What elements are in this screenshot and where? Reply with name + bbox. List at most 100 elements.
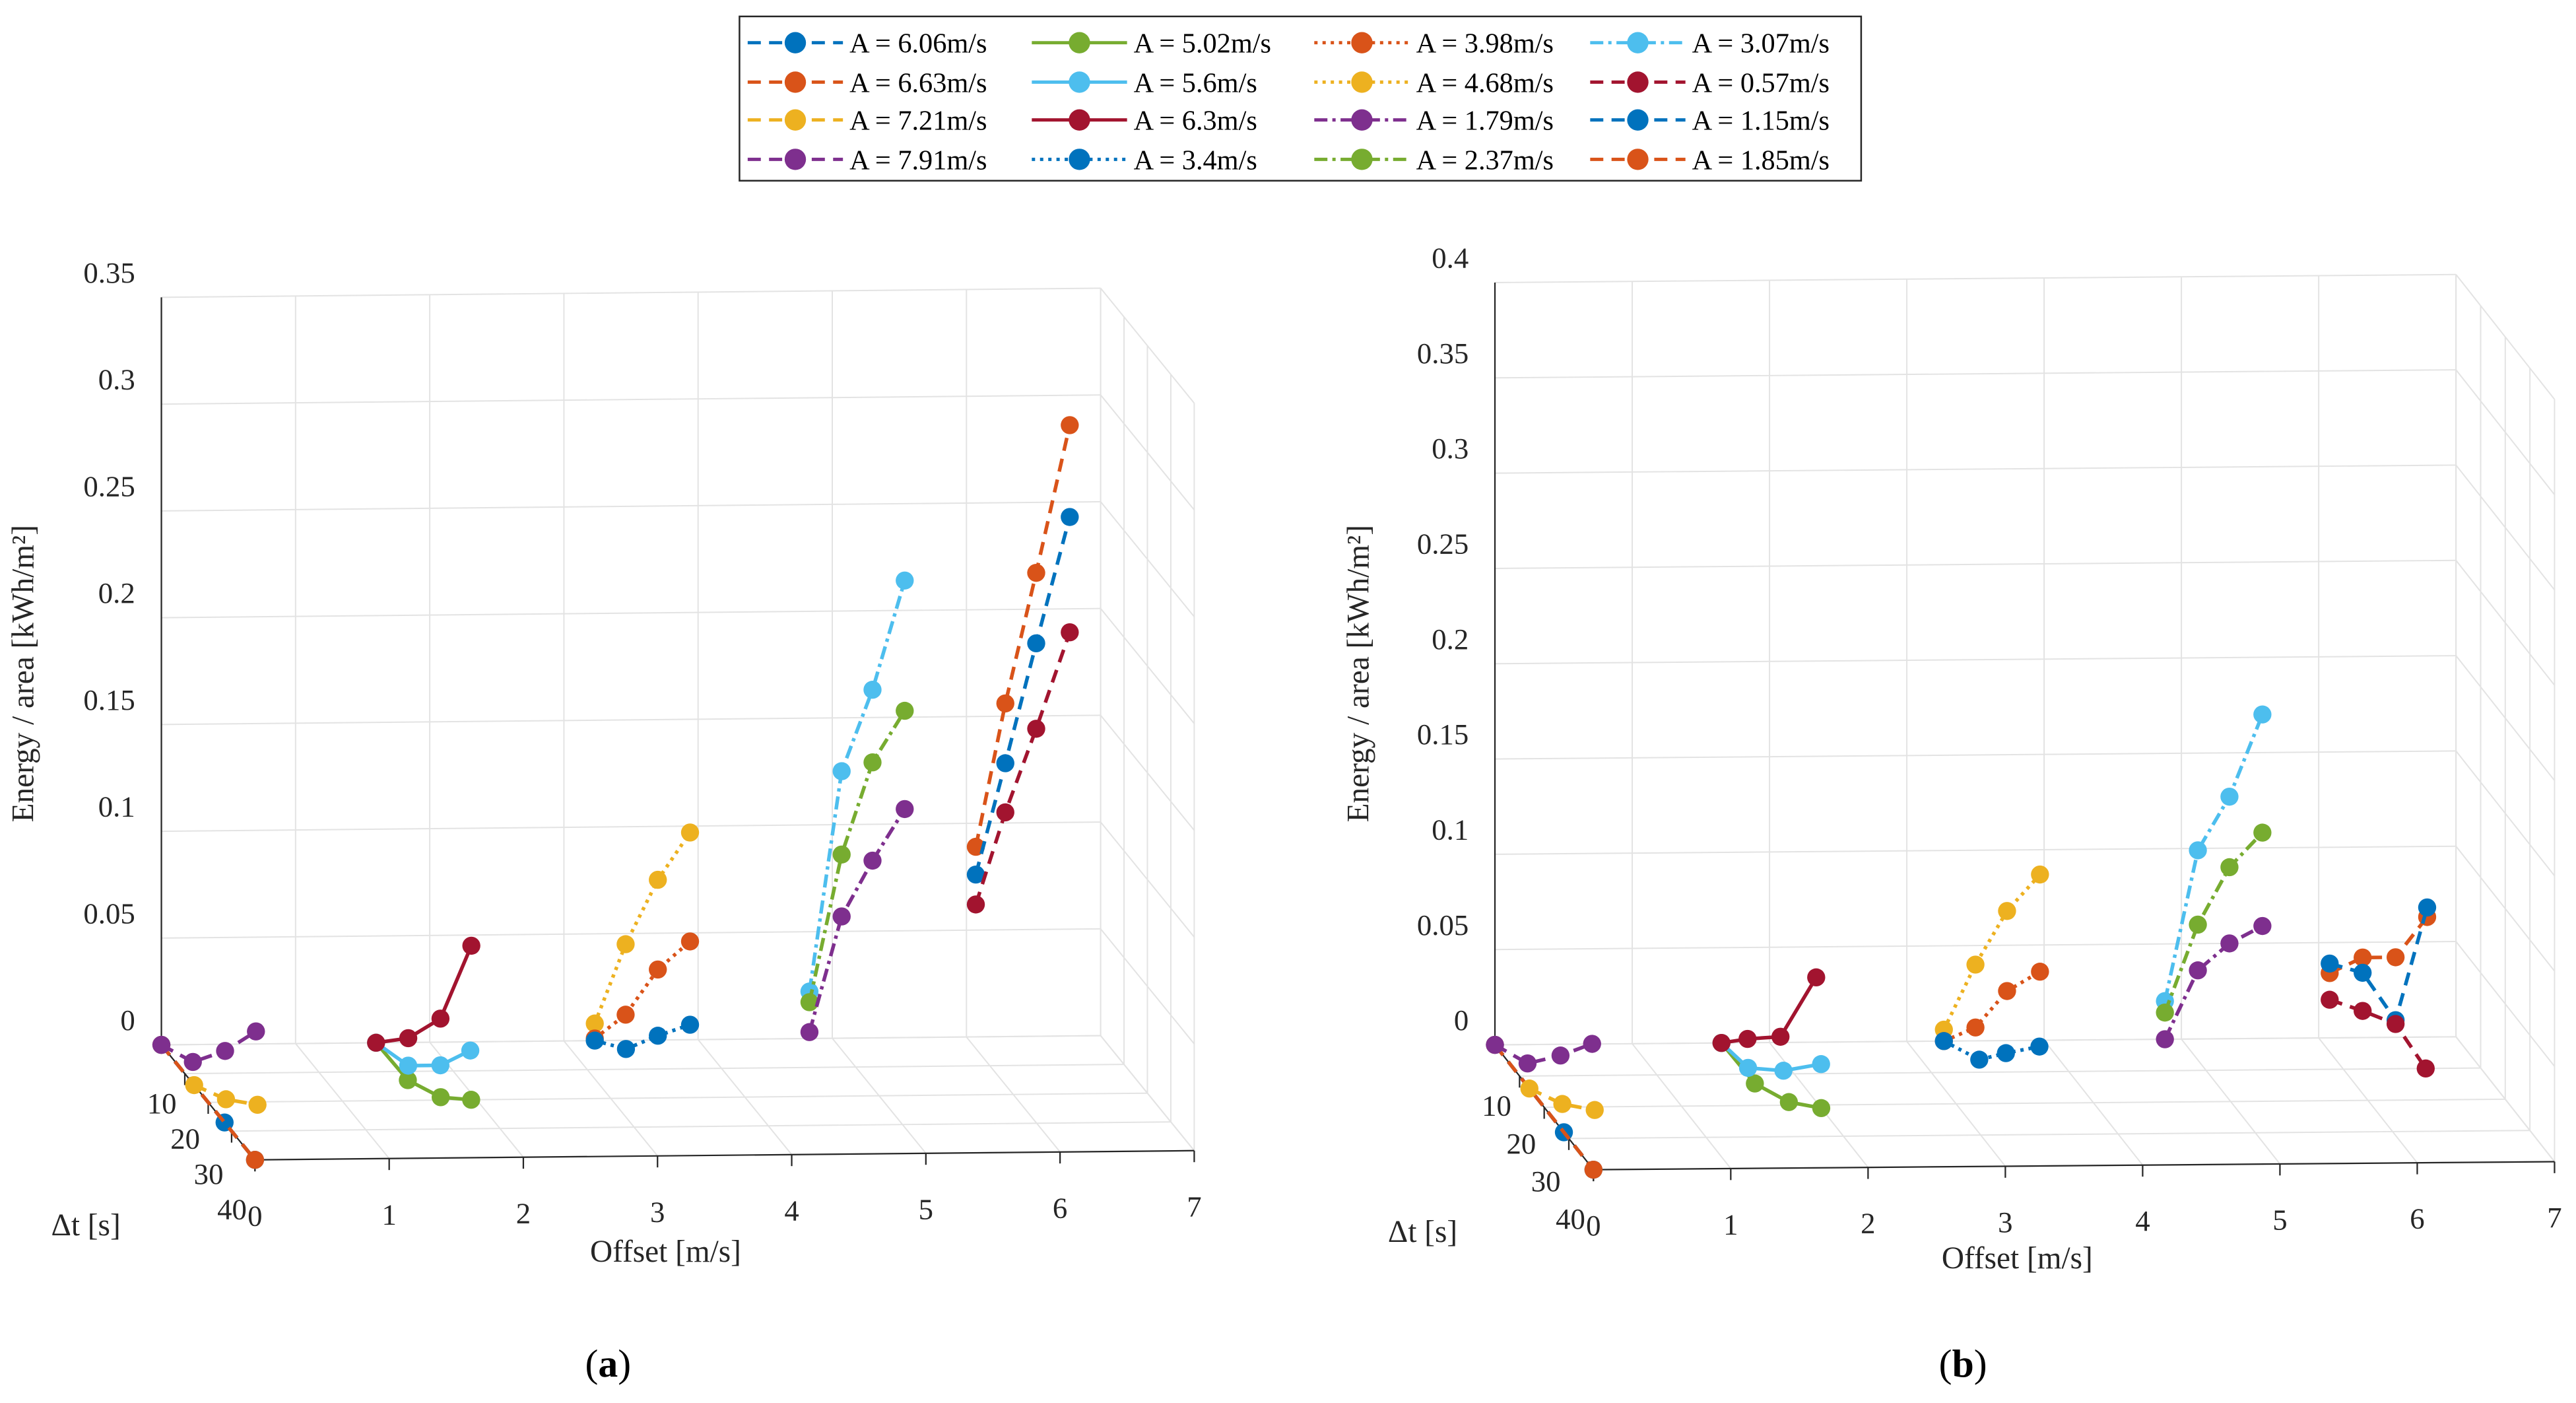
gridline: [1568, 1130, 2530, 1140]
series: [800, 571, 914, 1001]
data-point: [863, 681, 882, 699]
series-line: [1529, 1087, 1595, 1112]
legend-label: A = 3.07m/s: [1692, 28, 1830, 59]
z-tick-label: 0.1: [1432, 813, 1469, 846]
data-point: [367, 1033, 385, 1052]
gridline: [1519, 1067, 2481, 1077]
legend-item: A = 1.15m/s: [1590, 106, 1830, 137]
data-point: [1712, 1033, 1731, 1052]
series: [1712, 968, 1826, 1052]
data-point: [1807, 968, 1826, 987]
legend-marker: [784, 32, 807, 53]
legend-label: A = 6.3m/s: [1134, 106, 1257, 137]
legend-marker: [1627, 32, 1649, 53]
data-point: [649, 1027, 667, 1045]
legend-marker: [1627, 71, 1649, 93]
x-axis-label: Offset [m/s]: [1942, 1241, 2093, 1276]
x-tick-label: 2: [1861, 1207, 1875, 1240]
data-point: [399, 1071, 417, 1089]
legend: A = 6.06m/s A = 5.02m/s A = 3.98m/s A = 3.0…: [739, 15, 1863, 182]
gridline: [1100, 501, 1195, 617]
series-line: [2163, 714, 2264, 1002]
series: [1520, 1079, 1604, 1119]
series-line: [807, 807, 907, 1033]
series: [1934, 963, 2049, 1050]
gridline: [2455, 560, 2556, 686]
data-point: [649, 870, 667, 889]
x-tick-label: 5: [2272, 1203, 2287, 1236]
legend-label: A = 1.79m/s: [1416, 106, 1554, 137]
data-point: [247, 1022, 265, 1041]
z-tick-label: 0: [120, 1004, 135, 1037]
data-point: [2386, 948, 2405, 967]
legend-item: A = 2.37m/s: [1314, 145, 1554, 176]
y-axis-label: Δt [s]: [51, 1208, 120, 1243]
legend-label: A = 7.91m/s: [849, 145, 987, 176]
gridline: [1495, 941, 2457, 951]
x-axis-line: [255, 1149, 1195, 1161]
data-point: [680, 823, 700, 842]
data-point: [1812, 1055, 1830, 1074]
data-point: [2321, 990, 2339, 1009]
y-tick-label: 10: [1482, 1089, 1511, 1122]
data-point: [2189, 961, 2207, 980]
legend-marker: [1069, 149, 1090, 170]
series-line: [1721, 976, 1818, 1045]
data-point: [680, 932, 700, 951]
data-point: [246, 1151, 265, 1169]
gridline: [161, 928, 1101, 939]
series: [966, 416, 1079, 856]
data-point: [896, 800, 914, 819]
series-line: [376, 945, 473, 1045]
gridline: [1495, 845, 2457, 855]
data-point: [431, 1056, 449, 1075]
series: [2156, 823, 2272, 1022]
data-point: [431, 1088, 450, 1107]
data-point: [1027, 720, 1045, 738]
series: [2321, 908, 2437, 982]
data-point: [2156, 1030, 2174, 1048]
gridline: [161, 500, 1101, 512]
y-tick-label: 20: [1506, 1127, 1536, 1160]
legend-label: A = 5.6m/s: [1134, 67, 1257, 98]
x-tick-label: 0: [1586, 1209, 1601, 1242]
series-line: [374, 1041, 472, 1102]
y-axis-label: Δt [s]: [1388, 1215, 1457, 1249]
legend-item: A = 3.4m/s: [1032, 145, 1257, 176]
data-point: [1584, 1160, 1603, 1179]
legend-marker: [1351, 32, 1373, 53]
data-point: [966, 895, 985, 914]
data-point: [1812, 1099, 1831, 1118]
gridline: [2455, 750, 2556, 877]
gridline: [184, 1064, 1125, 1075]
data-point: [462, 1091, 480, 1109]
z-tick-label: 0.4: [1432, 242, 1469, 275]
gridline: [1495, 655, 2457, 665]
data-point: [1061, 623, 1079, 642]
data-point: [1738, 1029, 1757, 1048]
data-point: [680, 1015, 700, 1034]
series: [152, 1022, 265, 1072]
data-point: [1551, 1046, 1570, 1065]
series-line: [594, 1023, 691, 1051]
data-point: [2031, 963, 2049, 981]
data-point: [2386, 1015, 2405, 1033]
legend-item: A = 1.85m/s: [1590, 145, 1830, 176]
series-line: [2328, 998, 2427, 1070]
data-point: [2354, 948, 2372, 967]
gridline: [161, 287, 1101, 298]
data-point: [185, 1076, 203, 1095]
data-point: [1518, 1054, 1537, 1073]
data-point: [800, 993, 819, 1011]
series: [2156, 916, 2272, 1048]
gridline: [2455, 655, 2556, 781]
data-point: [152, 1035, 171, 1054]
legend-label: A = 0.57m/s: [1692, 67, 1830, 98]
data-point: [2253, 705, 2272, 724]
series-line: [2163, 831, 2264, 1013]
series-line: [807, 580, 907, 992]
data-point: [2220, 787, 2239, 806]
legend-marker: [1627, 149, 1649, 170]
legend-label: A = 3.4m/s: [1134, 145, 1257, 176]
data-point: [966, 865, 985, 884]
